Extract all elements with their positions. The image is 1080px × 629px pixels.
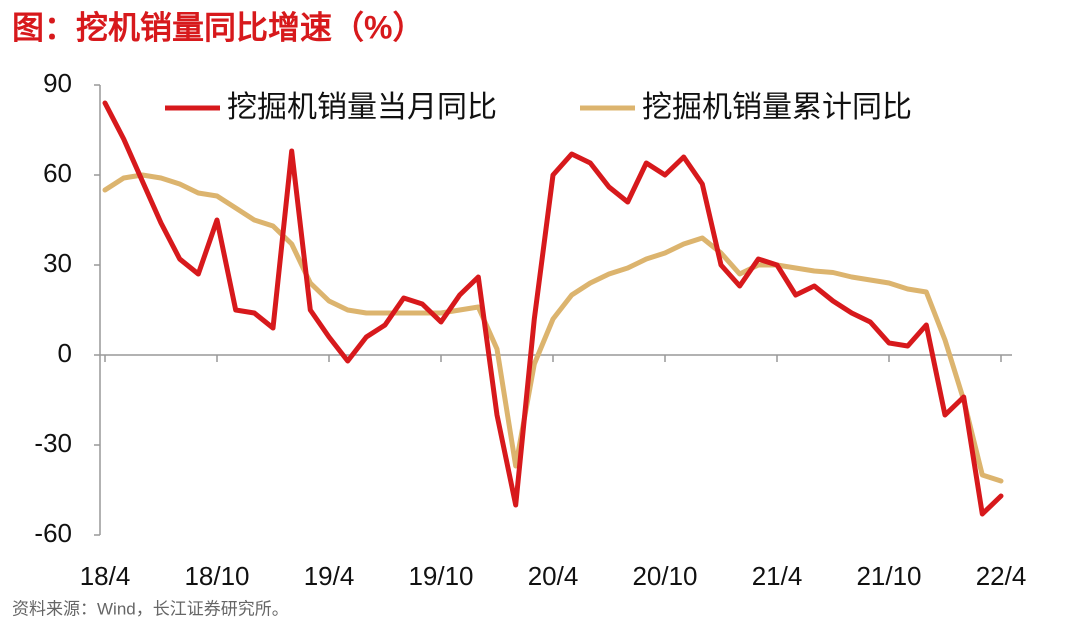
x-tick-label: 22/4 xyxy=(976,561,1027,591)
x-tick-label: 21/10 xyxy=(856,561,921,591)
y-tick-label: 60 xyxy=(43,158,72,188)
x-tick-label: 19/4 xyxy=(304,561,355,591)
legend-label: 挖掘机销量当月同比 xyxy=(227,91,497,124)
x-tick-label: 20/10 xyxy=(632,561,697,591)
y-tick-label: 30 xyxy=(43,248,72,278)
chart-title: 图：挖机销量同比增速（%） xyxy=(12,9,424,45)
x-tick-label: 21/4 xyxy=(752,561,803,591)
y-tick-label: 0 xyxy=(58,338,72,368)
y-tick-label: -60 xyxy=(34,518,72,548)
x-tick-label: 19/10 xyxy=(408,561,473,591)
source-note: 资料来源：Wind，长江证券研究所。 xyxy=(12,599,289,618)
y-tick-label: 90 xyxy=(43,68,72,98)
y-tick-label: -30 xyxy=(34,428,72,458)
series-line xyxy=(102,172,1004,484)
x-tick-label: 20/4 xyxy=(528,561,579,591)
legend-label: 挖掘机销量累计同比 xyxy=(642,91,912,124)
x-tick-label: 18/4 xyxy=(80,561,131,591)
series-line xyxy=(102,100,1004,517)
x-tick-label: 18/10 xyxy=(184,561,249,591)
